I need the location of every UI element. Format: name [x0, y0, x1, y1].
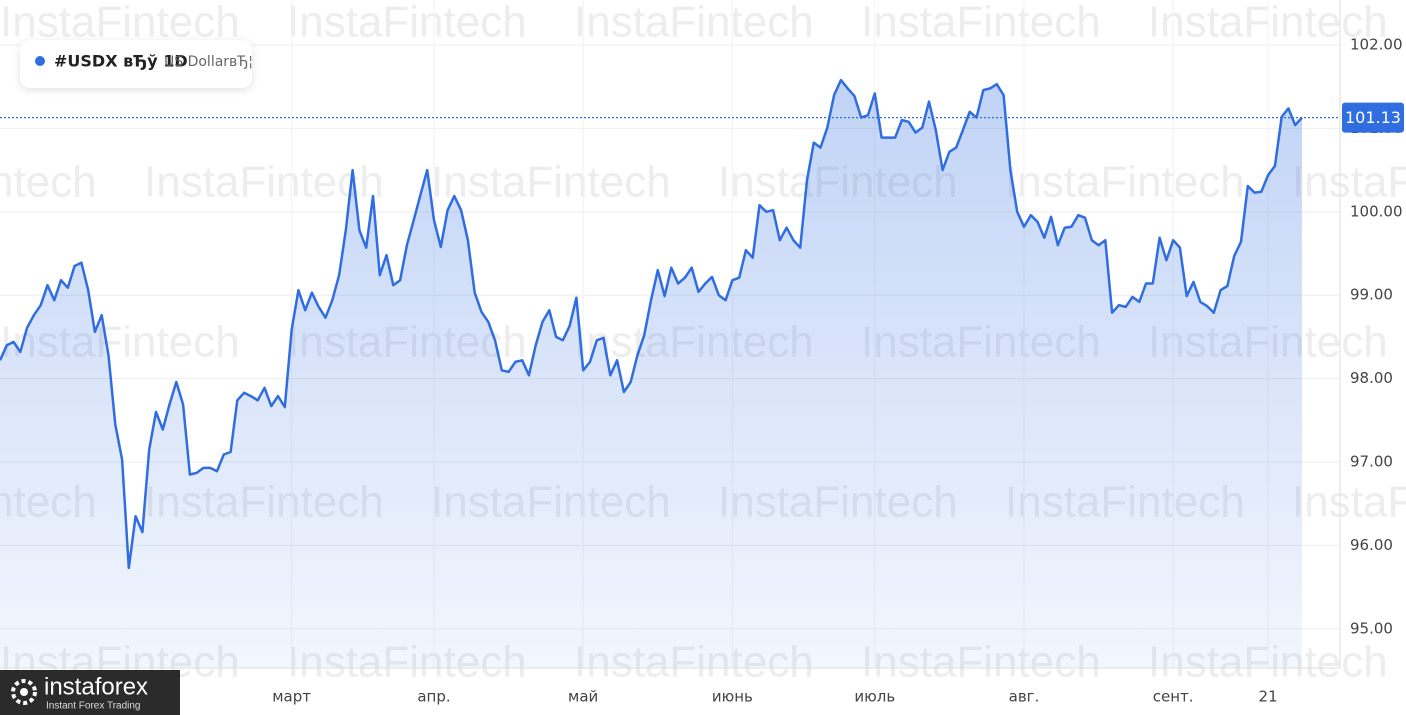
y-tick-label: 102.00	[1350, 36, 1403, 54]
watermark: InstaFintech	[861, 0, 1101, 47]
logo-box	[0, 670, 180, 715]
plot	[0, 78, 1340, 668]
x-tick-label: 21	[1259, 688, 1278, 706]
x-tick-label: июнь	[712, 688, 753, 706]
logo-icon	[11, 679, 37, 705]
y-tick-label: 99.00	[1350, 286, 1393, 304]
y-tick-label: 95.00	[1350, 619, 1393, 637]
x-tick-label: апр.	[417, 688, 450, 706]
legend: #USDX вЂў 1D US DollarвЂ¦	[20, 40, 253, 88]
x-tick-label: март	[272, 688, 311, 706]
y-tick-label: 97.00	[1350, 453, 1393, 471]
line	[0, 78, 1303, 570]
logo-icon	[20, 688, 28, 696]
y-tick-label: 100.00	[1350, 202, 1403, 220]
y-tick-label: 96.00	[1350, 536, 1393, 554]
watermark: InstaFintech	[287, 0, 527, 47]
x-tick-label: сент.	[1153, 688, 1194, 706]
watermark: InstaFintech	[1292, 478, 1406, 527]
area	[0, 80, 1302, 668]
legend-subtitle: US DollarвЂ¦	[164, 54, 253, 70]
axes: 95.0096.0097.0098.0099.00100.00101.00102…	[272, 36, 1404, 706]
watermark: InstaFintech	[1005, 158, 1245, 207]
watermark: InstaFintech	[574, 0, 814, 47]
brand-logo: instaforex Instant Forex Trading	[0, 670, 180, 715]
legend-dot	[35, 56, 45, 66]
brand-tagline: Instant Forex Trading	[46, 701, 141, 712]
watermark: InstaFintech	[144, 158, 384, 207]
last-price-box	[1342, 102, 1404, 133]
watermark: InstaFintech	[431, 158, 671, 207]
y-tick-label: 98.00	[1350, 369, 1393, 387]
x-tick-label: май	[568, 688, 598, 706]
brand-name: instaforex	[44, 673, 148, 700]
x-tick-label: авг.	[1009, 688, 1040, 706]
watermark: InstaFintech	[0, 0, 240, 47]
watermark: InstaFintech	[0, 158, 97, 207]
watermark: InstaFintech	[1292, 158, 1406, 207]
last-price-label: 101.13	[1345, 108, 1401, 127]
x-tick-label: июль	[854, 688, 895, 706]
legend-name: #USDX вЂў 1D	[54, 52, 188, 71]
legend-box	[20, 40, 252, 88]
